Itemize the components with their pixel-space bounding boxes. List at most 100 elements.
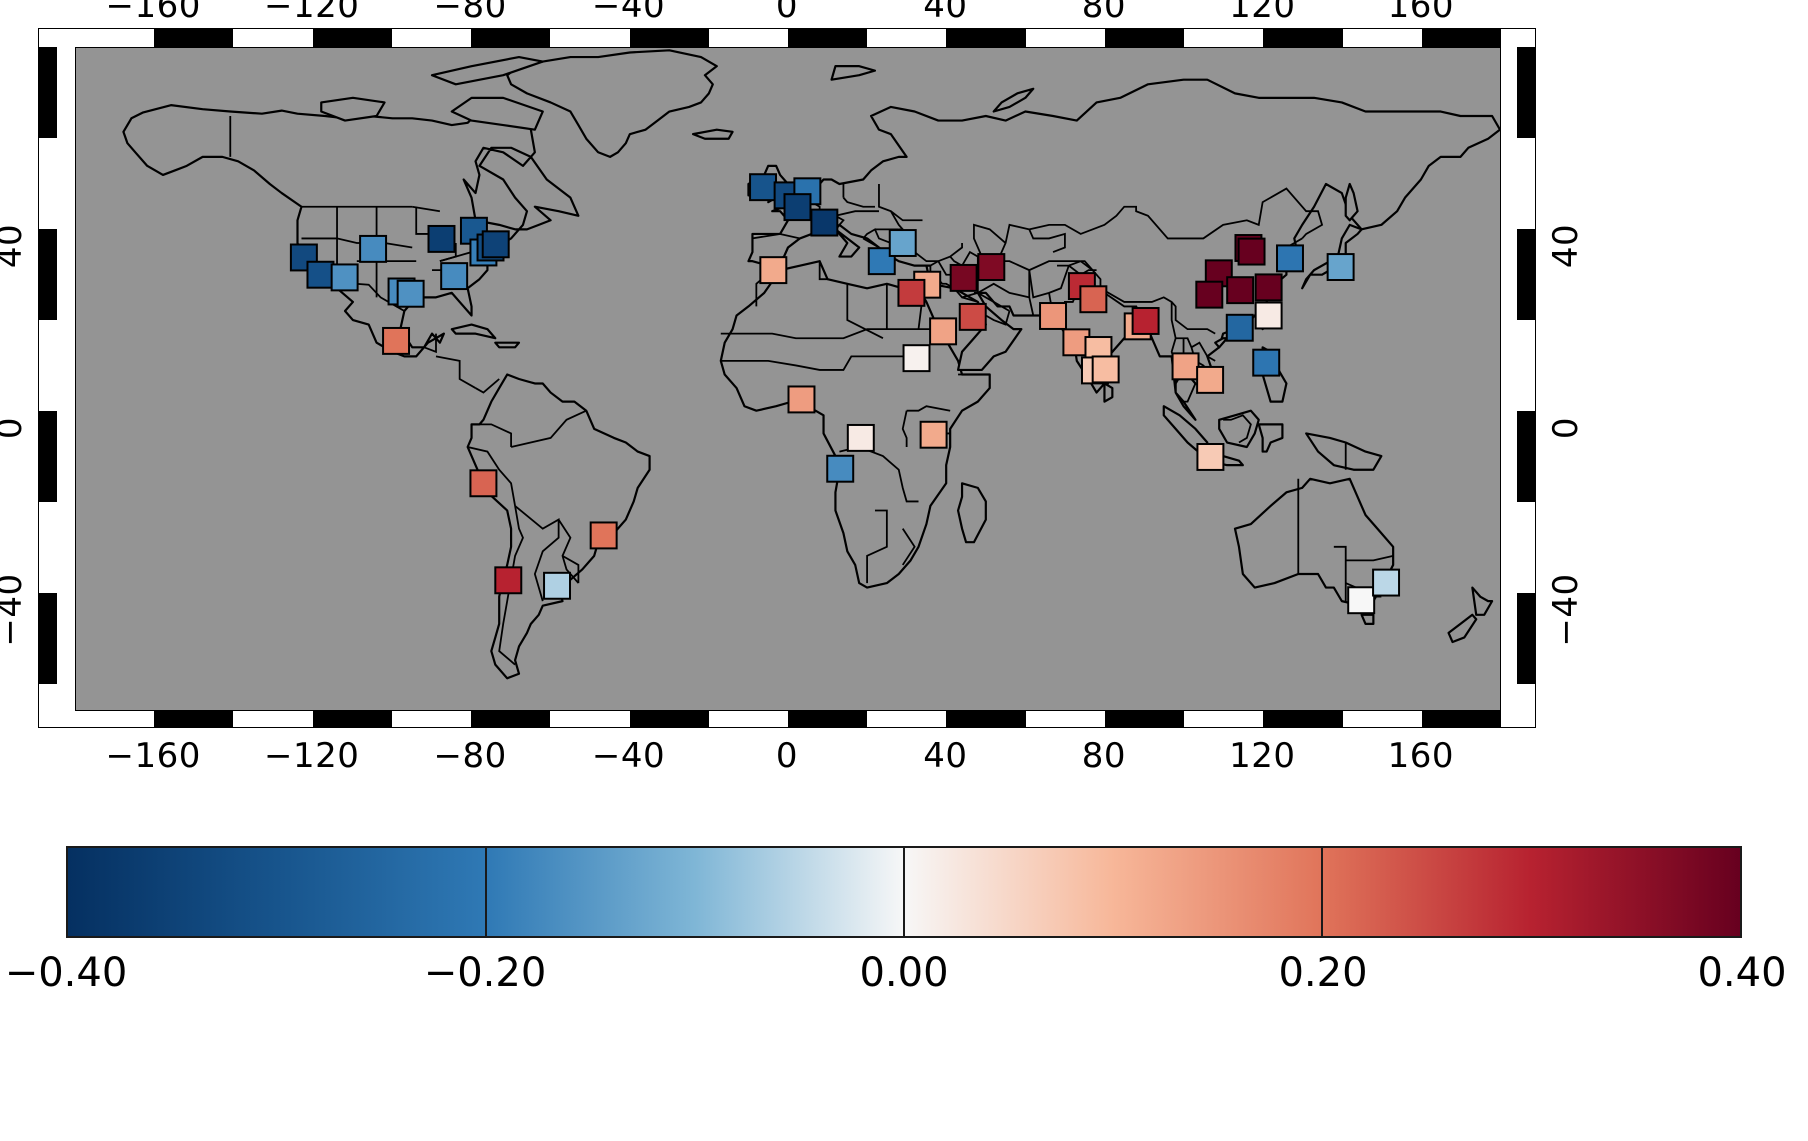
landmass-nzsouth <box>1447 613 1478 644</box>
country-border <box>906 405 951 412</box>
country-border <box>866 509 888 584</box>
landmass-novayazemlya <box>992 87 1035 113</box>
data-marker[interactable] <box>1131 307 1160 335</box>
data-marker[interactable] <box>481 230 510 259</box>
axis-band-segment <box>1184 29 1264 47</box>
data-marker[interactable] <box>543 571 572 600</box>
landmass-victoria <box>320 96 386 122</box>
data-marker-layer <box>289 173 1401 615</box>
data-marker[interactable] <box>1326 253 1355 281</box>
data-marker[interactable] <box>846 423 875 452</box>
axis-band-segment <box>39 683 57 711</box>
x-tick-label: 120 <box>1229 0 1296 26</box>
axis-band-segment <box>1342 709 1422 727</box>
data-marker[interactable] <box>1079 285 1108 314</box>
country-border <box>862 237 880 249</box>
country-border <box>510 409 587 448</box>
axis-band-segment <box>1104 29 1185 47</box>
data-marker[interactable] <box>589 521 618 550</box>
x-tick-label: 160 <box>1387 0 1454 26</box>
data-marker[interactable] <box>1347 586 1376 615</box>
data-marker[interactable] <box>1196 365 1225 394</box>
x-tick-label: −40 <box>591 736 666 776</box>
data-marker[interactable] <box>1254 273 1283 302</box>
data-marker[interactable] <box>494 566 523 595</box>
data-marker[interactable] <box>1195 280 1224 309</box>
axis-band-segment <box>233 709 313 727</box>
data-marker[interactable] <box>897 278 926 307</box>
data-marker[interactable] <box>306 260 335 289</box>
axis-band-segment <box>391 709 472 727</box>
data-marker[interactable] <box>330 263 359 292</box>
data-marker[interactable] <box>919 420 948 449</box>
data-marker[interactable] <box>382 326 411 355</box>
colorbar[interactable] <box>66 846 1742 938</box>
landmass-hispaniola <box>494 341 521 349</box>
data-marker[interactable] <box>929 317 958 346</box>
country-border <box>752 233 781 240</box>
data-marker[interactable] <box>469 469 498 498</box>
data-marker[interactable] <box>1171 352 1200 381</box>
y-tick-label: 40 <box>0 223 30 269</box>
colorbar-tick-label: −0.40 <box>4 950 128 996</box>
data-marker[interactable] <box>1091 355 1120 384</box>
axis-band-segment <box>1517 47 1535 138</box>
data-marker[interactable] <box>810 208 839 237</box>
data-marker[interactable] <box>759 256 788 285</box>
x-tick-label: 80 <box>1081 736 1127 776</box>
landmass-newguinea <box>1305 432 1383 471</box>
data-marker[interactable] <box>783 193 812 222</box>
data-marker[interactable] <box>396 279 425 308</box>
data-marker[interactable] <box>1372 568 1401 597</box>
data-marker[interactable] <box>1039 302 1068 330</box>
x-tick-label: −120 <box>263 736 360 776</box>
data-marker[interactable] <box>1196 443 1225 471</box>
x-tick-label: −160 <box>105 0 201 26</box>
axis-band-segment <box>1517 137 1535 229</box>
data-marker[interactable] <box>826 454 855 483</box>
data-marker[interactable] <box>1225 313 1254 342</box>
data-marker[interactable] <box>787 385 816 414</box>
axis-band-segment <box>1184 709 1264 727</box>
data-marker[interactable] <box>1254 301 1283 330</box>
country-border <box>435 355 476 389</box>
country-border <box>467 446 516 507</box>
data-marker[interactable] <box>1252 348 1281 377</box>
map-canvas[interactable] <box>75 47 1501 711</box>
world-map-svg <box>122 49 1500 680</box>
axis-band-segment <box>233 29 313 47</box>
x-tick-label: 160 <box>1387 736 1454 776</box>
data-marker[interactable] <box>359 234 388 263</box>
axis-band-segment <box>154 709 234 727</box>
axis-band-segment <box>1517 683 1535 711</box>
axis-band-bottom <box>57 709 1519 727</box>
x-tick-label: 0 <box>775 0 799 26</box>
data-marker[interactable] <box>1237 237 1266 266</box>
data-marker[interactable] <box>977 253 1006 281</box>
axis-band-segment <box>1517 501 1535 593</box>
data-marker[interactable] <box>440 262 469 291</box>
data-marker[interactable] <box>902 344 931 373</box>
landmass-newzealand <box>1471 586 1494 616</box>
country-border <box>1080 260 1094 271</box>
axis-band-segment <box>629 29 709 47</box>
country-border <box>475 423 512 447</box>
axis-band-segment <box>154 29 234 47</box>
data-marker[interactable] <box>958 302 987 331</box>
country-border <box>977 292 1010 312</box>
landmass-iceland <box>691 128 734 140</box>
data-marker[interactable] <box>949 263 978 292</box>
country-border <box>835 210 879 217</box>
axis-band-segment <box>39 592 57 684</box>
axis-band-segment <box>867 709 947 727</box>
axis-band-segment <box>39 501 57 593</box>
axis-band-segment <box>788 29 868 47</box>
axis-band-segment <box>471 29 551 47</box>
data-marker[interactable] <box>427 224 456 253</box>
country-border <box>818 261 828 281</box>
data-marker[interactable] <box>888 229 917 257</box>
x-tick-label: −80 <box>433 736 507 776</box>
data-marker[interactable] <box>1226 276 1255 305</box>
data-marker[interactable] <box>749 173 778 202</box>
data-marker[interactable] <box>1276 244 1304 273</box>
